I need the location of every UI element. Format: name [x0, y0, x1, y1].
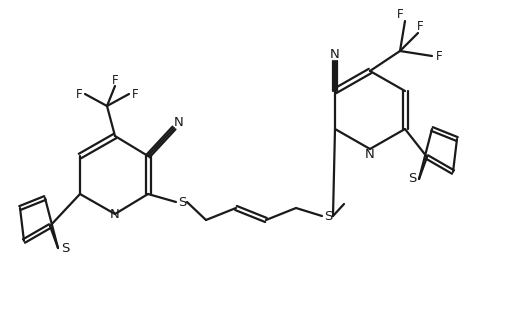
Text: S: S	[324, 210, 332, 223]
Text: F: F	[397, 7, 403, 20]
Text: F: F	[76, 87, 82, 100]
Text: N: N	[110, 207, 120, 221]
Text: F: F	[436, 50, 442, 63]
Text: S: S	[178, 195, 186, 209]
Text: F: F	[417, 19, 423, 32]
Text: N: N	[365, 147, 375, 160]
Text: S: S	[61, 241, 69, 254]
Text: F: F	[112, 74, 118, 87]
Text: N: N	[174, 117, 184, 130]
Text: N: N	[330, 48, 340, 61]
Text: F: F	[132, 87, 138, 100]
Text: S: S	[408, 172, 416, 186]
